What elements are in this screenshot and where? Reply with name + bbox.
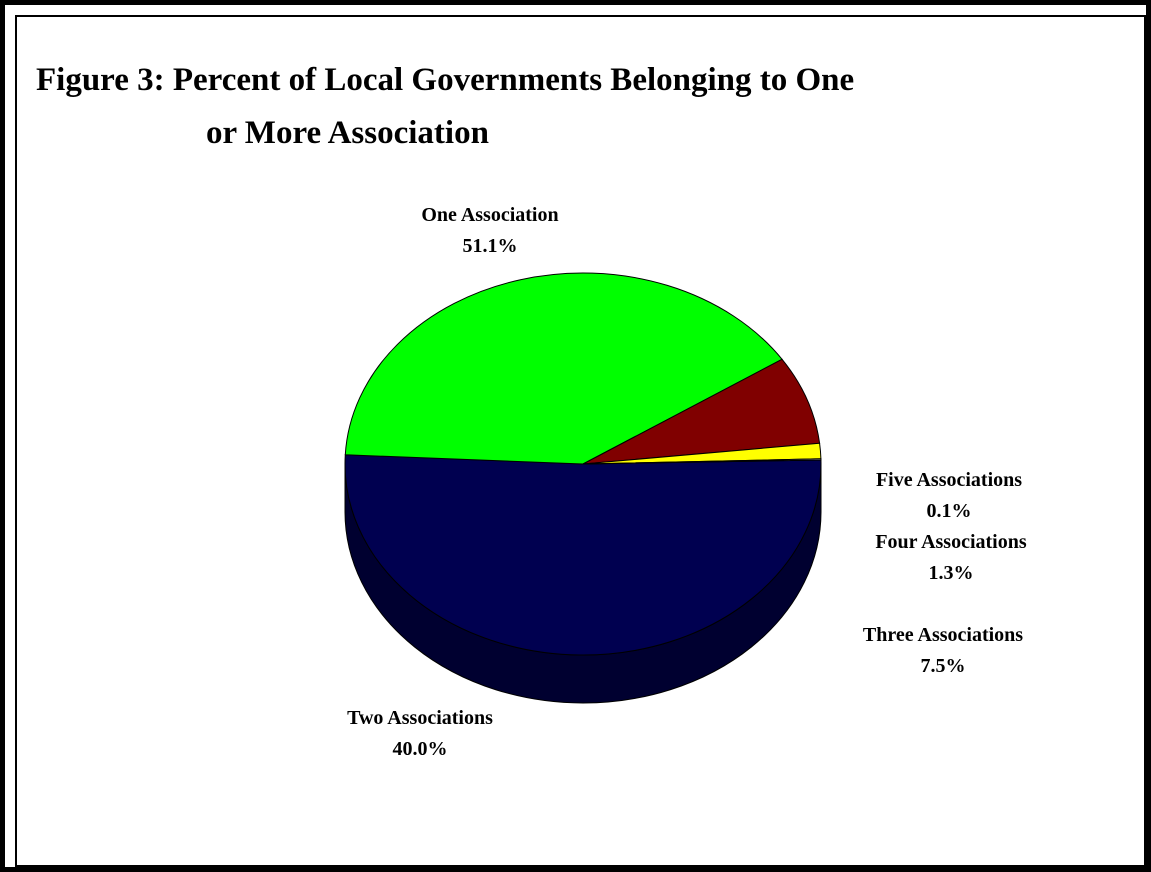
slice-value-three-associations: 7.5% [921, 655, 966, 677]
slice-label-three-associations: Three Associations [863, 624, 1023, 646]
slice-value-two-associations: 40.0% [393, 738, 448, 760]
pie-slices [345, 273, 821, 655]
slice-label-five-associations: Five Associations [876, 469, 1022, 491]
slice-label-four-associations: Four Associations [875, 531, 1027, 553]
slice-label-two-associations: Two Associations [347, 707, 493, 729]
slice-value-one-association: 51.1% [463, 235, 518, 257]
slice-value-four-associations: 1.3% [929, 562, 974, 584]
slice-label-one-association: One Association [421, 204, 558, 226]
slice-value-five-associations: 0.1% [927, 500, 972, 522]
